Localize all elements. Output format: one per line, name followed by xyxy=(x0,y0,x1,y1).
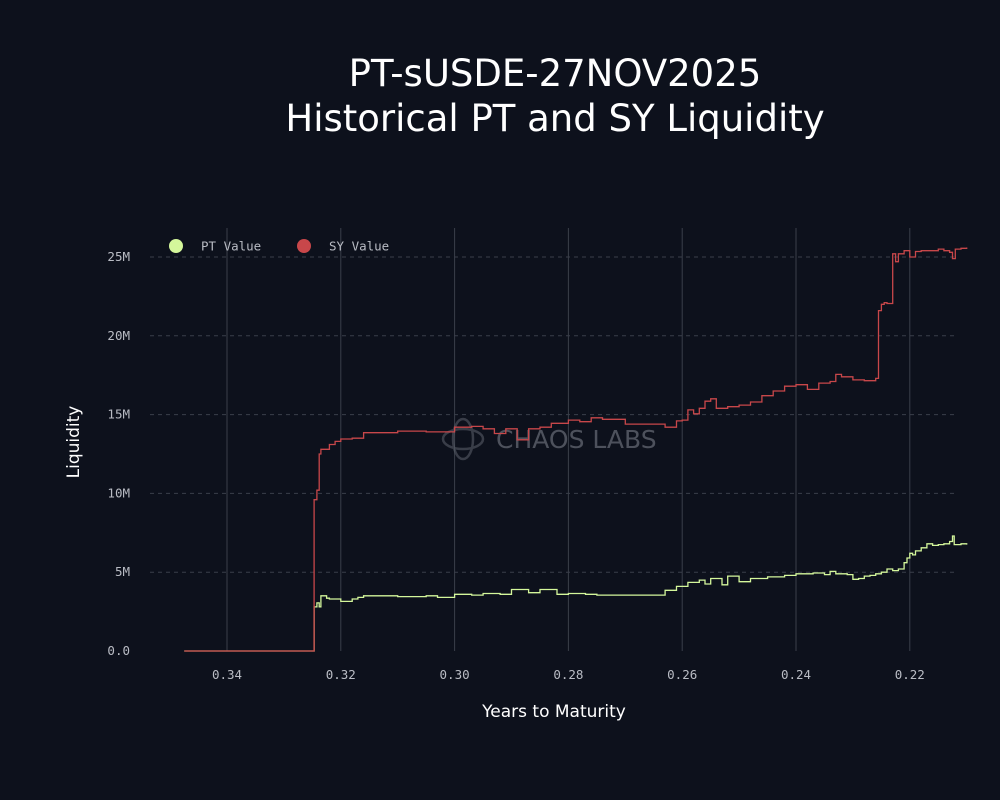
watermark: CHAOS LABS xyxy=(441,417,657,461)
x-axis-title: Years to Maturity xyxy=(481,702,626,722)
x-tick-label: 0.34 xyxy=(212,667,242,682)
y-tick-label: 20M xyxy=(107,328,130,343)
x-tick-label: 0.28 xyxy=(553,667,583,682)
x-tick-label: 0.22 xyxy=(895,667,925,682)
x-tick-label: 0.24 xyxy=(781,667,811,682)
chart-title-line1: PT-sUSDE-27NOV2025 xyxy=(349,52,762,95)
y-tick-label: 10M xyxy=(107,485,130,500)
legend-label: PT Value xyxy=(201,239,261,254)
x-tick-label: 0.30 xyxy=(440,667,470,682)
series-line-sy-value xyxy=(184,247,968,652)
legend-marker xyxy=(169,239,183,253)
y-tick-labels: 0.0 5M 10M 15M 20M 25M xyxy=(107,249,130,658)
legend-marker xyxy=(297,239,311,253)
x-tick-label: 0.26 xyxy=(667,667,697,682)
series-layer xyxy=(184,247,968,652)
grid-layer xyxy=(150,228,955,651)
legend-label: SY Value xyxy=(329,239,389,254)
series-line-pt-value xyxy=(184,535,968,652)
y-tick-label: 15M xyxy=(107,407,130,422)
y-tick-label: 0.0 xyxy=(107,643,130,658)
chart-title-line2: Historical PT and SY Liquidity xyxy=(285,97,824,140)
legend: PT Value SY Value xyxy=(169,239,389,254)
chaos-labs-logo-icon xyxy=(441,417,485,461)
y-tick-label: 25M xyxy=(107,249,130,264)
x-tick-label: 0.32 xyxy=(326,667,356,682)
y-tick-label: 5M xyxy=(115,564,130,579)
x-tick-labels: 0.34 0.32 0.30 0.28 0.26 0.24 0.22 xyxy=(212,667,925,682)
y-axis-title: Liquidity xyxy=(64,406,84,479)
